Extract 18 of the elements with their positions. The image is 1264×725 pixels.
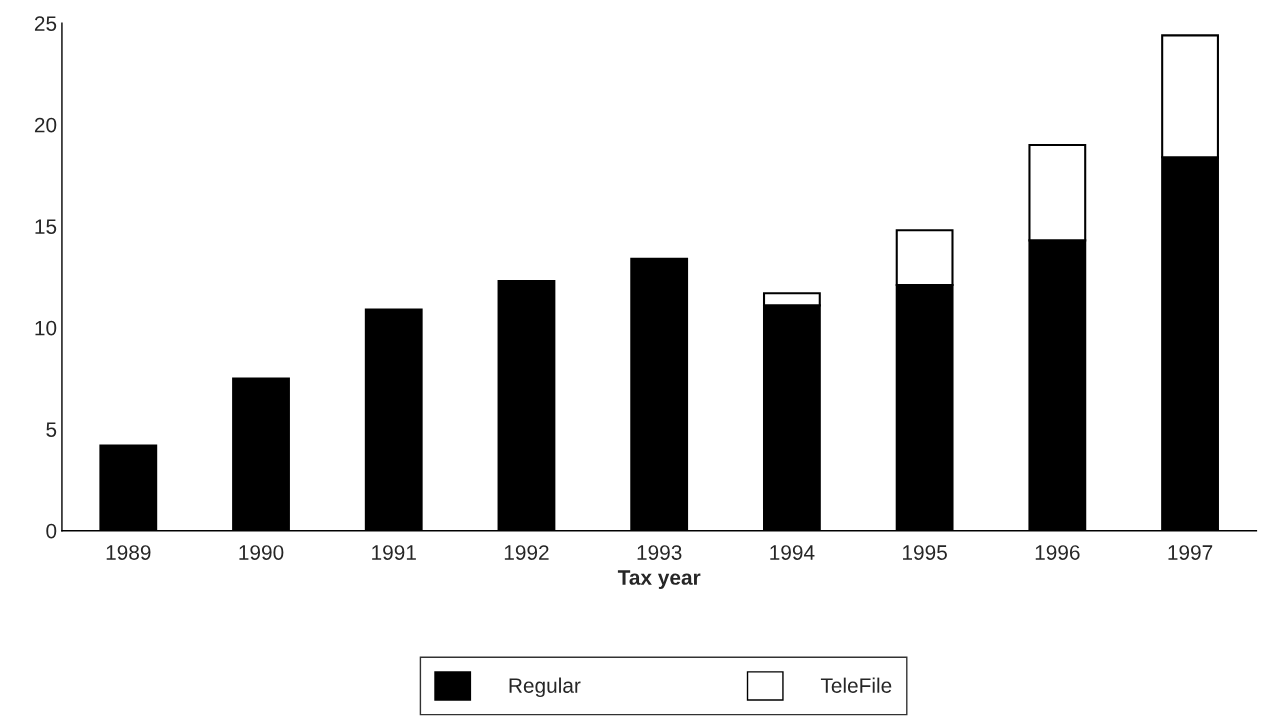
x-tick-label: 1989 — [106, 545, 151, 560]
y-tick-label: 15 — [35, 219, 57, 234]
x-tick-label: 1997 — [1168, 545, 1213, 560]
y-tick-label: 25 — [34, 16, 57, 31]
x-axis-title: Tax year — [617, 570, 701, 589]
y-tick-label: 20 — [34, 117, 57, 133]
x-tick-label: 1995 — [903, 545, 947, 560]
y-tick-label: 5 — [46, 422, 57, 437]
x-tick-label: 1993 — [637, 545, 682, 560]
x-tick-label: 1992 — [504, 545, 549, 560]
y-tick-label: 0 — [46, 523, 57, 539]
x-tick-label: 1991 — [372, 545, 416, 560]
y-tick-label: 10 — [35, 320, 57, 336]
legend-label: Regular — [509, 677, 581, 698]
legend-label: TeleFile — [820, 677, 892, 693]
x-tick-label: 1996 — [1035, 545, 1080, 560]
x-tick-label: 1994 — [770, 545, 815, 560]
x-tick-label: 1990 — [239, 545, 284, 560]
